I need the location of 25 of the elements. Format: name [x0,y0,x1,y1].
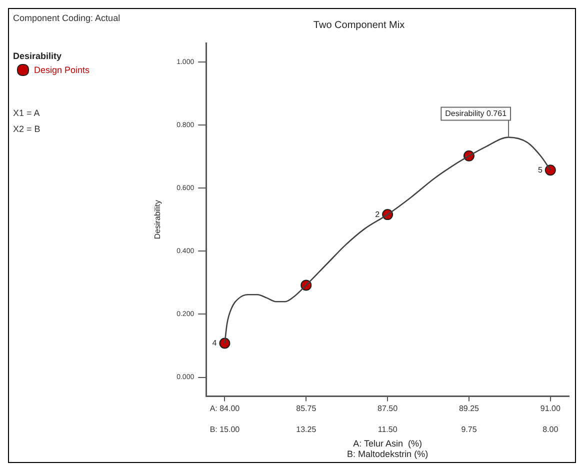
text: X2 = B [13,123,40,136]
x2-tick-label: 11.50 [378,424,398,434]
point [219,338,230,349]
chart-title: Two Component Mix [313,20,405,31]
x-tick-label: 85.75 [296,404,317,414]
x2-axis-title: B: Maltodekstrin (%) [347,449,428,460]
text: X1 = A [13,107,40,120]
x2-tick-label: B: 15.00 [210,424,240,434]
annotation: 5 [538,165,543,174]
x-axis-title: A: Telur Asin (%) [353,438,422,448]
x-tick-label: A: 84.00 [210,404,240,414]
x2-tick-label: 9.75 [461,424,478,434]
point [544,164,556,176]
annotation: 2 [375,210,380,219]
text: Component Coding: Actual [13,13,120,23]
x2-tick-label: 13.25 [296,424,317,434]
legend-title: Desirability [13,51,63,61]
x2-tick-label: 8.00 [542,424,559,434]
x-tick-label: 89.25 [458,404,480,414]
x-tick-label: 91.00 [540,404,561,414]
y-axis-title: Desirability [153,200,162,240]
legend-label: Design Points [34,65,90,75]
annotation: Desirability 0.761 [445,108,508,118]
x-tick-label: 87.50 [378,404,398,414]
annotation: 4 [212,338,218,348]
